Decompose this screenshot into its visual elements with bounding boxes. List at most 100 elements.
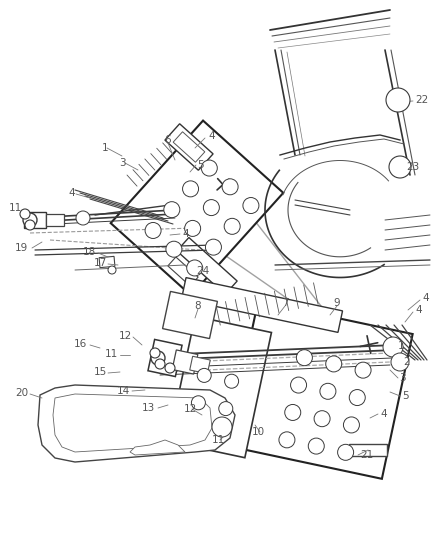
Text: 1: 1 [101, 143, 108, 153]
Text: 13: 13 [142, 403, 155, 413]
Text: 10: 10 [251, 427, 265, 437]
Polygon shape [349, 444, 387, 456]
Polygon shape [169, 316, 272, 458]
Circle shape [383, 337, 403, 357]
Text: 17: 17 [94, 258, 107, 268]
Circle shape [338, 445, 353, 461]
Circle shape [314, 411, 330, 427]
Circle shape [165, 363, 175, 373]
Polygon shape [173, 132, 205, 162]
Circle shape [25, 220, 35, 230]
Polygon shape [46, 214, 64, 226]
Circle shape [216, 421, 228, 433]
Text: 5: 5 [197, 160, 204, 170]
Polygon shape [168, 257, 198, 286]
Circle shape [108, 266, 116, 274]
Circle shape [164, 201, 180, 217]
Text: 2: 2 [403, 357, 410, 367]
Text: 14: 14 [117, 386, 130, 396]
Circle shape [297, 350, 312, 366]
Text: 18: 18 [83, 247, 96, 257]
Circle shape [389, 156, 411, 178]
Polygon shape [148, 340, 182, 376]
Text: 12: 12 [119, 331, 132, 341]
Circle shape [76, 211, 90, 225]
Circle shape [185, 221, 201, 237]
Text: 15: 15 [94, 367, 107, 377]
Text: 4: 4 [182, 229, 189, 239]
Circle shape [386, 88, 410, 112]
Circle shape [197, 368, 211, 382]
Circle shape [308, 438, 324, 454]
Text: 11: 11 [212, 435, 225, 445]
Circle shape [243, 198, 259, 214]
Polygon shape [99, 256, 115, 268]
Circle shape [183, 181, 198, 197]
Text: 4: 4 [380, 409, 387, 419]
Polygon shape [170, 217, 291, 301]
Circle shape [145, 222, 161, 238]
Text: 11: 11 [9, 203, 22, 213]
Circle shape [79, 214, 87, 222]
Circle shape [219, 401, 233, 416]
Text: 23: 23 [406, 162, 419, 172]
Polygon shape [111, 120, 283, 295]
Circle shape [225, 374, 239, 388]
Circle shape [326, 356, 342, 372]
Polygon shape [53, 394, 212, 452]
Circle shape [349, 390, 365, 406]
Text: 1: 1 [398, 341, 405, 351]
Text: 4: 4 [422, 293, 429, 303]
Circle shape [151, 351, 165, 365]
Text: 12: 12 [184, 404, 197, 414]
Circle shape [320, 383, 336, 399]
Circle shape [166, 241, 182, 257]
Circle shape [224, 219, 240, 235]
Polygon shape [162, 292, 217, 338]
Polygon shape [38, 385, 235, 462]
Circle shape [391, 353, 409, 371]
Text: 8: 8 [194, 301, 201, 311]
Text: 21: 21 [360, 450, 373, 460]
Circle shape [290, 377, 307, 393]
Polygon shape [24, 212, 46, 228]
Text: 3: 3 [120, 158, 126, 168]
Circle shape [20, 209, 30, 219]
Text: 3: 3 [399, 373, 406, 383]
Text: 4: 4 [208, 131, 215, 141]
Circle shape [205, 239, 222, 255]
Circle shape [395, 357, 405, 367]
Polygon shape [177, 238, 237, 294]
Circle shape [203, 199, 219, 215]
Text: 5: 5 [402, 391, 409, 401]
Polygon shape [165, 124, 213, 170]
Circle shape [222, 179, 238, 195]
Text: 24: 24 [196, 266, 209, 276]
Text: 11: 11 [105, 349, 118, 359]
Text: 9: 9 [334, 298, 340, 308]
Circle shape [355, 362, 371, 378]
Text: 4: 4 [415, 305, 422, 315]
Text: 22: 22 [415, 95, 428, 105]
Polygon shape [172, 350, 198, 374]
Circle shape [285, 405, 301, 421]
Polygon shape [209, 163, 339, 329]
Circle shape [343, 417, 360, 433]
Text: 20: 20 [15, 388, 28, 398]
Polygon shape [181, 278, 343, 333]
Circle shape [191, 396, 205, 410]
Circle shape [187, 260, 203, 276]
Text: 16: 16 [74, 339, 87, 349]
Circle shape [23, 213, 37, 227]
Text: 7: 7 [282, 298, 288, 308]
Circle shape [201, 160, 217, 176]
Polygon shape [227, 301, 413, 479]
Polygon shape [208, 431, 222, 439]
Circle shape [279, 432, 295, 448]
Text: 6: 6 [165, 135, 171, 145]
Circle shape [390, 92, 406, 108]
Polygon shape [190, 356, 210, 374]
Polygon shape [130, 440, 185, 455]
Circle shape [212, 417, 232, 437]
Circle shape [393, 160, 407, 174]
